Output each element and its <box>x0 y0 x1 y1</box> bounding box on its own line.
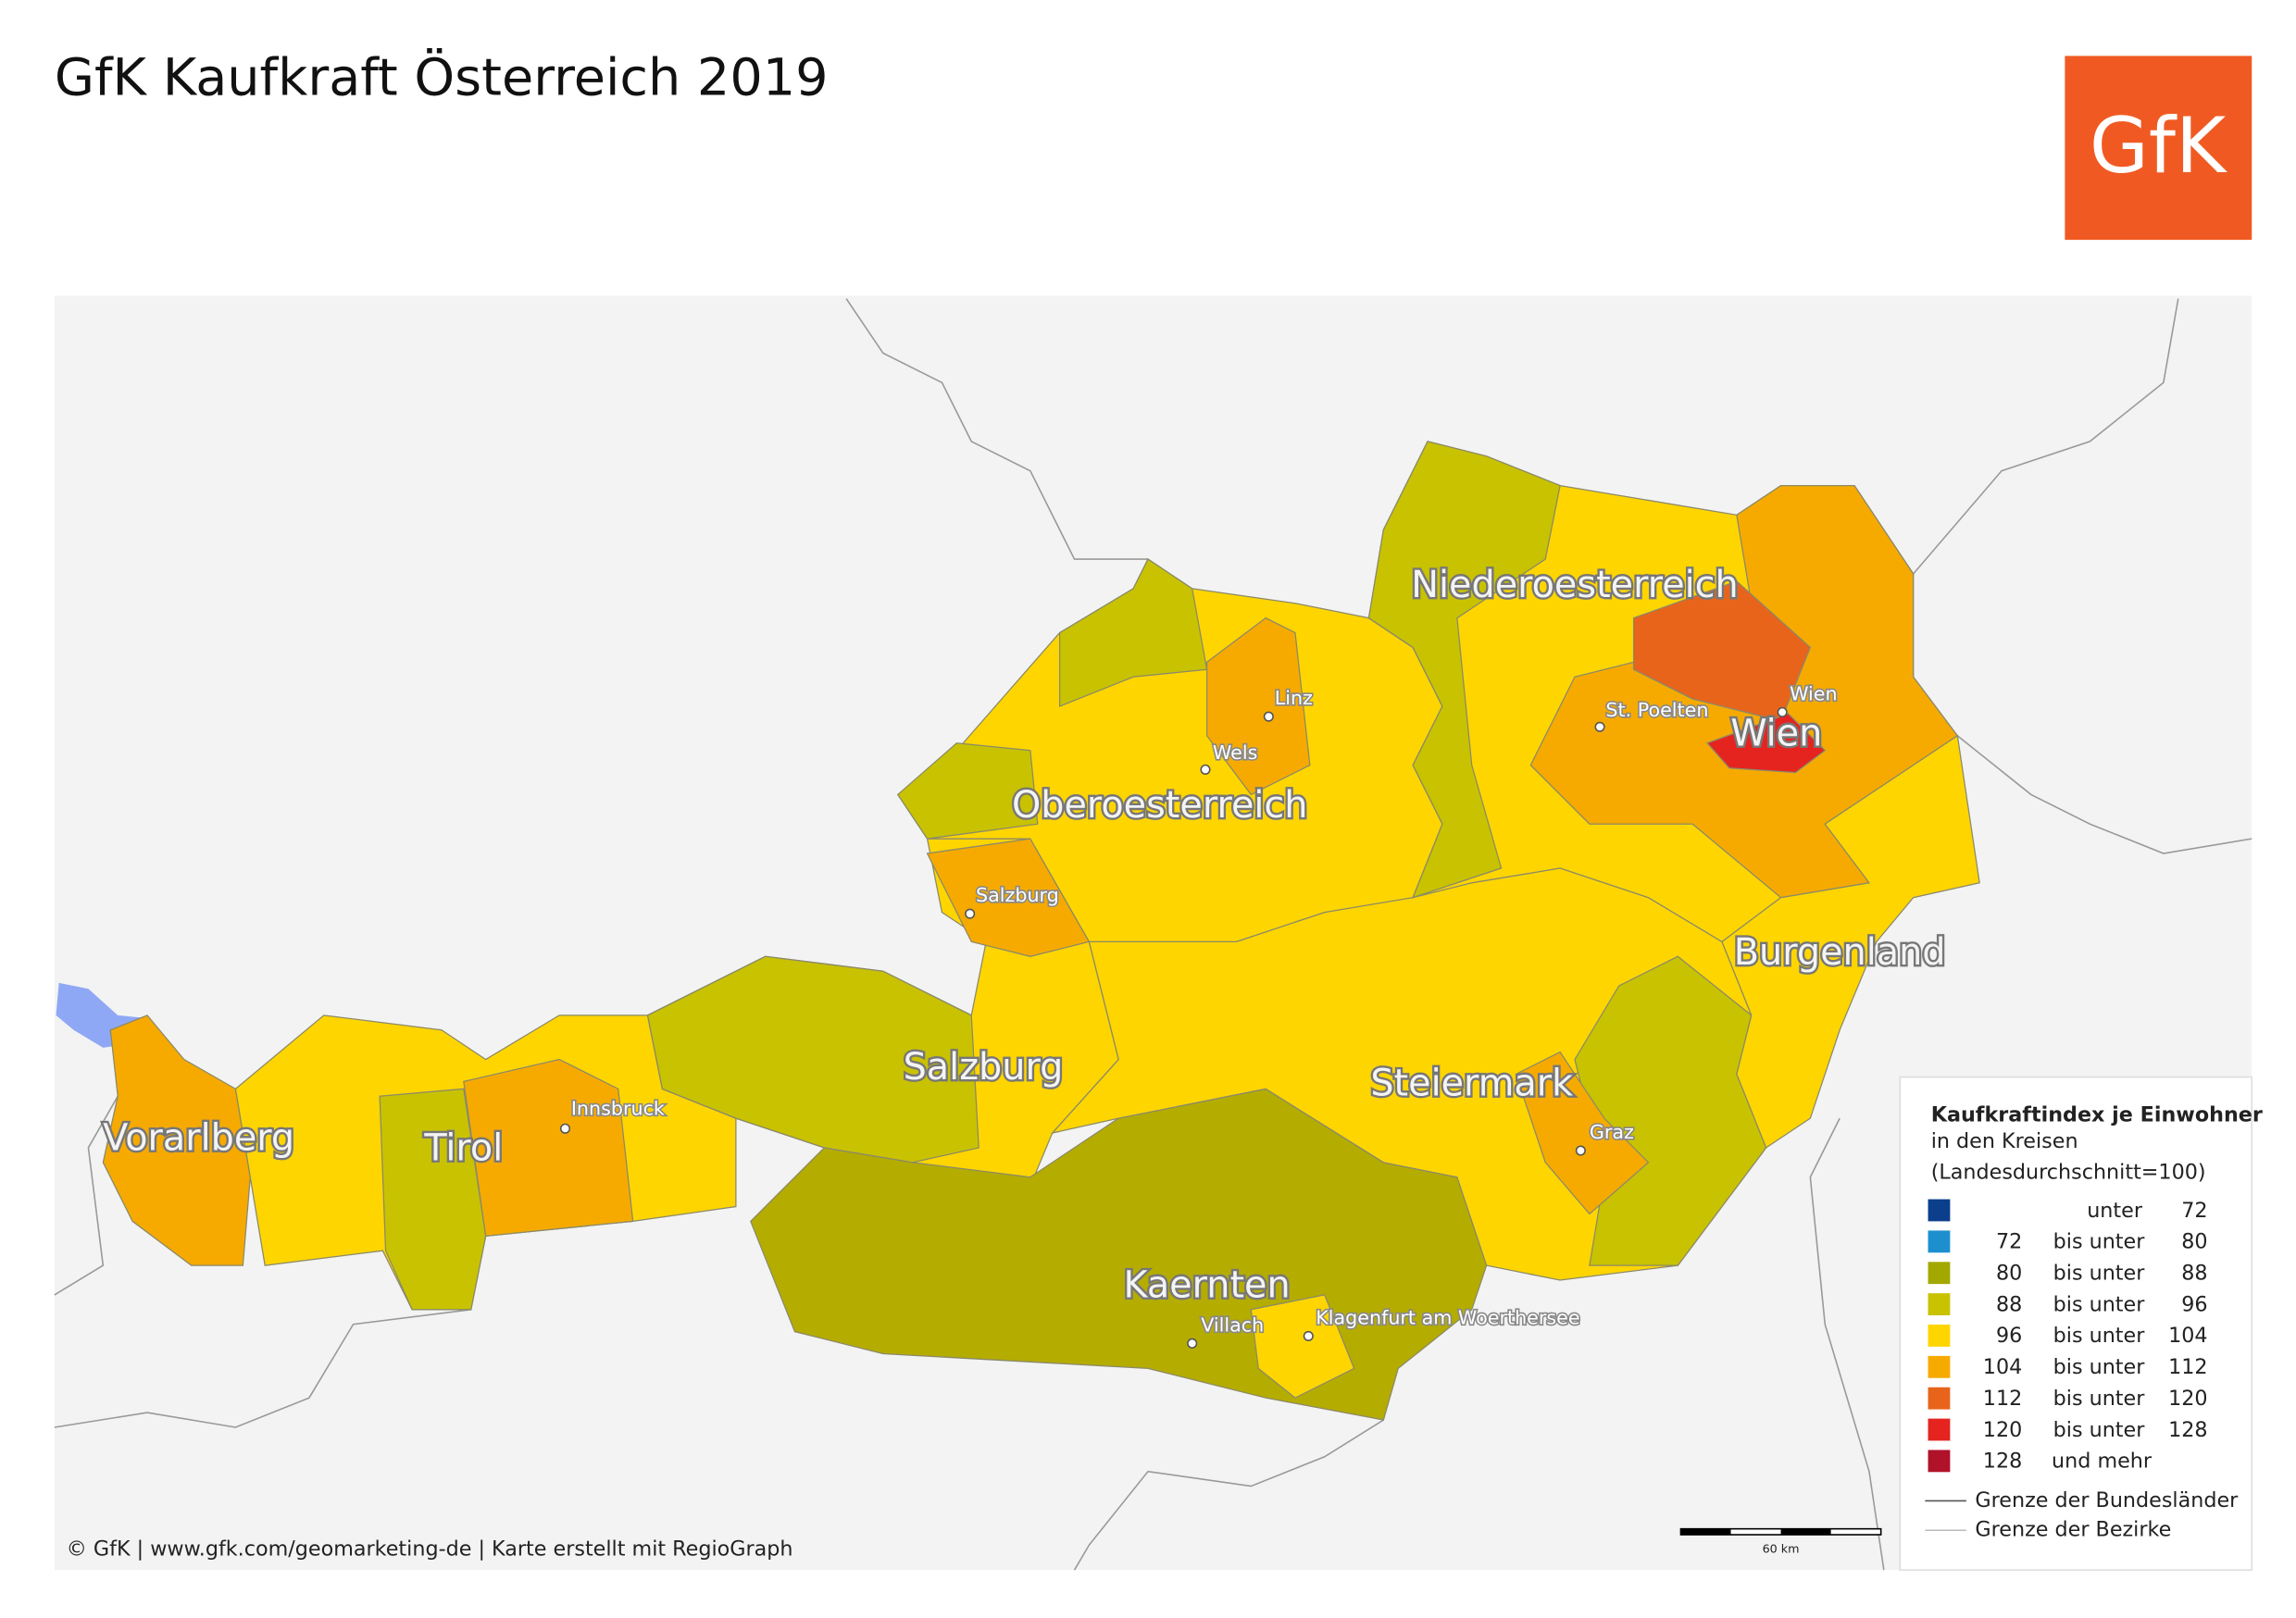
legend-class-label: bis unter <box>2053 1324 2146 1348</box>
state-label: Oberoesterreich <box>1012 784 1308 827</box>
legend-box <box>1899 1076 2253 1571</box>
state-label: Kaernten <box>1123 1263 1290 1306</box>
state-label: Steiermark <box>1370 1063 1573 1105</box>
legend-to: 128 <box>2168 1418 2207 1442</box>
legend-class-label: und mehr <box>2052 1450 2152 1474</box>
legend-class-label: bis unter <box>2053 1418 2146 1442</box>
legend-from: 120 <box>1983 1418 2022 1442</box>
regions <box>102 441 1980 1421</box>
city-dot <box>1594 721 1605 732</box>
legend: Kaufkraftindex je Einwohner in den Kreise… <box>1925 1102 2263 1542</box>
legend-swatch <box>1928 1450 1951 1473</box>
legend-to: 104 <box>2168 1324 2207 1348</box>
city-dot <box>559 1123 571 1134</box>
legend-from: 128 <box>1983 1450 2022 1474</box>
legend-from: 80 <box>1996 1262 2022 1286</box>
legend-class-label: bis unter <box>2053 1262 2146 1286</box>
legend-class-label: bis unter <box>2053 1387 2146 1411</box>
logo-box <box>2065 56 2252 241</box>
legend-from: 104 <box>1983 1355 2022 1379</box>
city-label: Linz <box>1275 687 1313 709</box>
state-label: Burgenland <box>1734 931 1946 974</box>
legend-class-label: bis unter <box>2053 1230 2146 1254</box>
city-label: Salzburg <box>976 884 1059 906</box>
state-label: Vorarlberg <box>103 1116 294 1159</box>
city-label: Wien <box>1790 682 1838 704</box>
legend-title: Kaufkraftindex je Einwohner <box>1931 1102 2263 1126</box>
legend-to: 88 <box>2181 1262 2207 1286</box>
labels: Niederoesterreich Wien Oberoesterreich Salz… <box>101 561 1948 1349</box>
legend-swatch <box>1928 1387 1951 1410</box>
city-label: Klagenfurt am Woerthersee <box>1316 1306 1579 1328</box>
legend-from: 72 <box>1996 1230 2022 1254</box>
legend-subtitle: (Landesdurchschnitt=100) <box>1931 1160 2206 1184</box>
legend-swatch <box>1928 1355 1951 1378</box>
city-label: St. Poelten <box>1605 699 1708 721</box>
legend-class-label: bis unter <box>2053 1292 2146 1316</box>
legend-swatch <box>1928 1262 1951 1285</box>
city-dot <box>1777 706 1788 717</box>
legend-border-label: Grenze der Bezirke <box>1975 1518 2171 1542</box>
city-label: Graz <box>1590 1121 1634 1143</box>
legend-from: 96 <box>1996 1324 2022 1348</box>
legend-to: 112 <box>2168 1355 2207 1379</box>
legend-class-label: unter <box>2087 1199 2143 1223</box>
legend-from: 112 <box>1983 1387 2022 1411</box>
state-label: Tirol <box>423 1127 503 1170</box>
legend-subtitle: in den Kreisen <box>1931 1129 2078 1153</box>
legend-swatch <box>1928 1199 1951 1222</box>
city-label: Innsbruck <box>571 1098 665 1120</box>
title: GfK Kaufkraft Österreich 2019 <box>55 48 829 108</box>
legend-border-label: Grenze der Bundesländer <box>1975 1488 2239 1512</box>
legend-class-label: bis unter <box>2053 1355 2146 1379</box>
neighbor-borders <box>54 298 2252 1571</box>
scale-label: 60 km <box>1763 1541 1800 1555</box>
state-label: Salzburg <box>904 1046 1064 1089</box>
scale-bar <box>1679 1527 1882 1536</box>
legend-swatch <box>1928 1418 1951 1441</box>
state-label: Niederoesterreich <box>1411 564 1738 606</box>
city-dot <box>1200 764 1211 775</box>
legend-swatch <box>1928 1230 1951 1253</box>
city-label: Villach <box>1201 1313 1264 1336</box>
credit: © GfK | www.gfk.com/geomarketing-de | Ka… <box>67 1537 793 1561</box>
legend-swatch <box>1928 1325 1951 1347</box>
logo: GfK <box>2090 102 2227 191</box>
legend-to: 96 <box>2181 1292 2207 1316</box>
state-label: Wien <box>1730 712 1822 754</box>
city-label: Wels <box>1213 741 1257 764</box>
legend-to: 120 <box>2168 1387 2207 1411</box>
legend-to: 80 <box>2181 1230 2207 1254</box>
legend-from: 88 <box>1996 1292 2022 1316</box>
city-dot <box>1187 1338 1198 1349</box>
legend-swatch <box>1928 1293 1951 1316</box>
city-dot <box>1575 1145 1586 1156</box>
city-dot <box>1263 711 1274 722</box>
legend-to: 72 <box>2181 1199 2207 1223</box>
city-dot <box>1303 1330 1314 1341</box>
city-dot <box>965 908 976 919</box>
